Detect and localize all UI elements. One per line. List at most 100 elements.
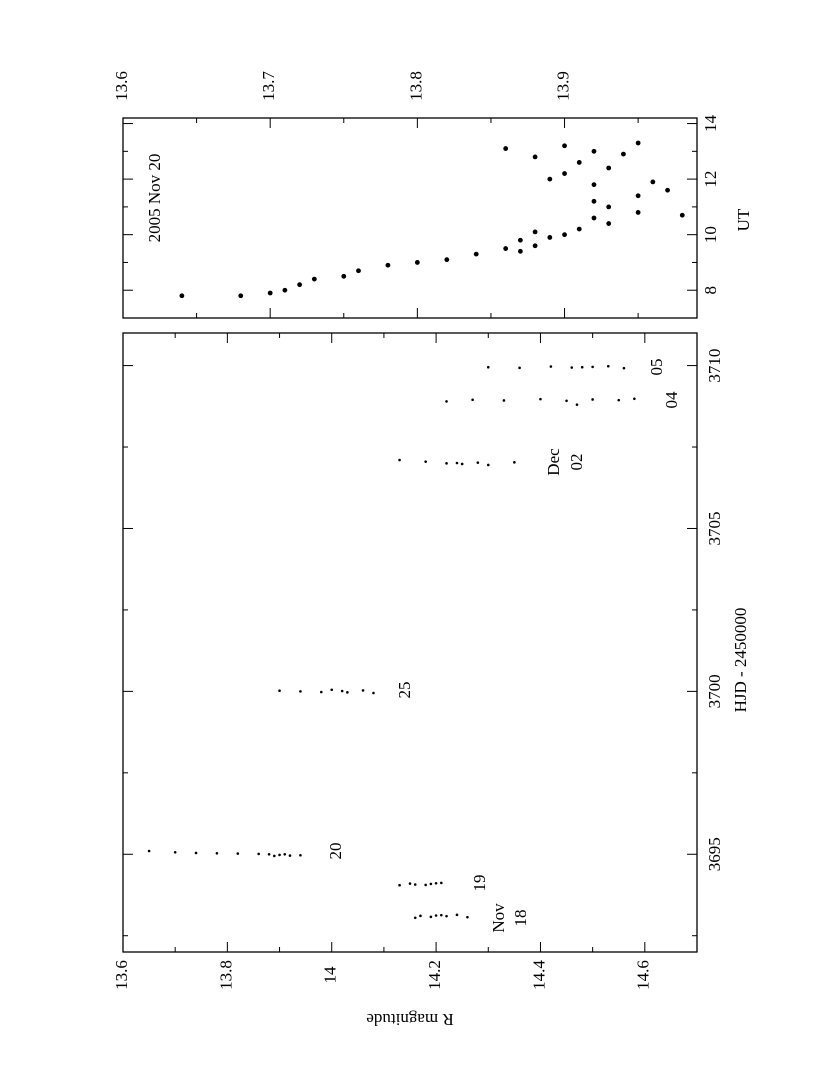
data-point	[570, 366, 574, 369]
data-point	[633, 397, 636, 401]
data-point	[311, 276, 317, 282]
data-point	[341, 273, 347, 279]
data-point	[283, 852, 287, 856]
data-point	[549, 365, 553, 368]
data-point	[330, 688, 334, 692]
data-point	[424, 460, 427, 463]
data-point	[679, 212, 685, 218]
data-point	[413, 916, 417, 920]
x-tick-label: 10	[701, 226, 720, 243]
data-point	[606, 364, 610, 368]
data-point	[288, 854, 292, 857]
data-point	[356, 268, 361, 274]
data-point	[547, 176, 553, 182]
data-point	[419, 914, 422, 918]
data-point	[346, 691, 349, 694]
data-point	[236, 852, 240, 855]
data-point	[622, 366, 626, 370]
x-axis-label: HJD - 2450000	[731, 608, 750, 713]
annotation: 19	[470, 875, 489, 892]
data-point	[565, 399, 568, 403]
data-point	[273, 854, 276, 858]
data-point	[635, 193, 641, 199]
data-point	[503, 146, 509, 151]
data-point	[429, 882, 433, 886]
data-point	[532, 154, 538, 160]
data-point	[476, 461, 480, 464]
data-point	[372, 691, 375, 695]
annotation: 18	[511, 910, 530, 927]
data-point	[562, 143, 567, 149]
y-tick-label: 13.6	[112, 71, 131, 101]
x-tick-label: 3705	[705, 511, 724, 545]
data-point	[650, 179, 656, 185]
data-point	[445, 462, 448, 465]
data-point	[179, 293, 185, 299]
data-point	[147, 849, 151, 853]
annotation: 20	[326, 843, 345, 860]
data-point	[238, 293, 244, 299]
data-point	[606, 204, 612, 210]
data-point	[532, 243, 538, 249]
y-tick-label: 13.6	[112, 960, 131, 990]
data-point	[455, 461, 459, 465]
data-point	[591, 365, 594, 369]
data-point	[282, 287, 288, 293]
data-point	[434, 881, 438, 885]
data-point	[486, 365, 490, 369]
data-point	[591, 198, 597, 204]
data-point	[562, 171, 567, 176]
annotation: 04	[662, 391, 681, 409]
y-axis-label: R magnitude	[366, 1010, 453, 1029]
data-point	[473, 251, 479, 257]
data-point	[471, 398, 474, 402]
data-point	[591, 148, 597, 154]
data-point	[532, 229, 538, 235]
inset-frame	[122, 117, 698, 319]
data-point	[257, 852, 260, 856]
data-point	[299, 853, 302, 857]
data-point	[517, 248, 523, 254]
data-point	[297, 282, 303, 288]
data-point	[606, 165, 612, 171]
x-tick-label: 12	[701, 171, 720, 188]
data-point	[517, 237, 523, 243]
data-point	[635, 140, 641, 146]
data-point	[580, 365, 584, 369]
data-point	[440, 913, 443, 917]
data-point	[635, 210, 641, 215]
annotation: Nov	[489, 903, 508, 933]
data-point	[173, 851, 177, 854]
data-point	[562, 232, 567, 238]
data-point	[445, 400, 448, 403]
data-point	[408, 882, 412, 885]
x-tick-label: 3695	[705, 837, 724, 871]
y-tick-label: 13.7	[259, 71, 278, 101]
data-point	[299, 690, 302, 693]
y-tick-label: 14.6	[634, 960, 653, 990]
data-point	[513, 461, 516, 464]
data-point	[576, 226, 582, 232]
data-point	[518, 366, 521, 370]
x-tick-label: 3700	[705, 674, 724, 708]
panel-title: 2005 Nov 20	[145, 154, 164, 243]
data-point	[319, 690, 323, 694]
main-frame	[122, 332, 698, 953]
data-point	[429, 915, 433, 919]
x-axis-label: UT	[734, 208, 753, 231]
data-point	[445, 914, 448, 918]
x-tick-label: 14	[701, 115, 720, 133]
data-point	[215, 851, 219, 855]
x-tick-label: 3710	[705, 349, 724, 383]
annotation: Dec	[544, 448, 563, 476]
annotation: 05	[647, 359, 666, 376]
data-point	[617, 398, 621, 402]
data-point	[606, 221, 612, 226]
y-tick-label: 14	[321, 966, 340, 984]
data-point	[267, 852, 271, 856]
data-point	[503, 246, 509, 251]
data-point	[424, 883, 427, 887]
x-tick-label: 8	[701, 286, 720, 295]
data-point	[398, 883, 401, 887]
